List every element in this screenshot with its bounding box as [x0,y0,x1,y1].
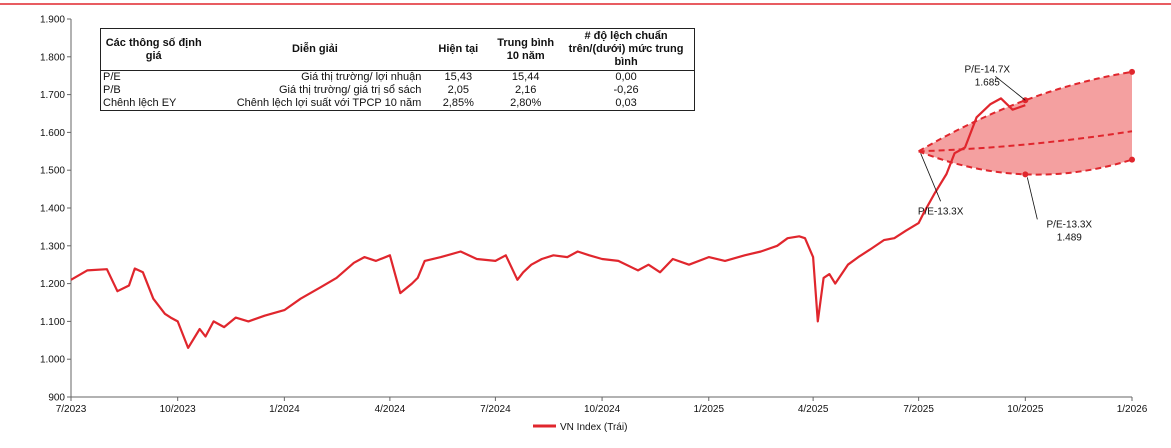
x-tick-label: 4/2025 [798,404,829,415]
lower-pe-curve [918,150,1133,176]
table-header: Hiện tại [423,28,494,71]
annotation-label: 1.685 [975,77,1000,88]
table-cell: 0,03 [615,97,637,109]
axes-group: 900 1.000 1.100 1.200 1.300 1.400 1.500 1.600 1.… [40,15,1148,416]
annotation-label: P/E-14.7X [965,64,1011,75]
table-cell: -0,26 [613,84,639,96]
y-tick-label: 1.100 [40,317,65,328]
x-tick-label: 1/2025 [693,404,724,415]
annotation-leader [995,75,1026,101]
x-tick-label: 7/2024 [480,404,511,415]
x-tick-label: 10/2023 [160,404,197,415]
table-header: Các thông số định giá [100,28,207,71]
y-tick-label: 1.200 [40,279,65,290]
table-cell: 0,00 [615,71,637,83]
table-cell: 15,44 [511,71,540,83]
table-cell: 2,16 [514,84,537,96]
legend: VN Index (Trái) [533,422,627,433]
upper-point [1129,68,1135,75]
y-tick-label: 900 [48,393,65,404]
table-cell: 2,05 [447,84,469,96]
legend-label: VN Index (Trái) [560,422,627,433]
table-cell: Chênh lệch lợi suất với TPCP 10 năm [236,97,422,109]
y-tick-label: 1.000 [40,355,65,366]
table-row: Chênh lệch EY Chênh lệch lợi suất với TP… [101,97,695,111]
x-tick-label: 7/2023 [56,404,87,415]
annotation-leader [920,153,942,202]
x-tick-label: 10/2024 [584,404,621,415]
table-cell: Giá thị trường/ lợi nhuận [301,71,422,83]
annotation-label: 1.489 [1057,232,1082,243]
x-tick-label: 10/2025 [1007,404,1044,415]
table-header: Diễn giải [206,28,424,71]
y-tick-label: 1.700 [40,90,65,101]
table-cell: 15,43 [444,71,473,83]
table-cell: P/B [103,84,121,96]
lower-point [1129,156,1135,163]
upper-pe-curve [918,70,1133,153]
annotations-group: P/E-14.7X 1.685 P/E-13.3X P/E-13.3X 1.489 [918,64,1093,243]
annotation-leader [1026,177,1038,220]
table-header-row: Các thông số định giá Diễn giải Hiện tại… [100,28,695,71]
vn-index-line [70,97,1026,349]
table-header: # độ lệch chuẩn trên/(dưới) mức trung bì… [558,28,695,71]
table-cell: 2,85% [442,97,474,109]
x-tick-label: 1/2026 [1117,404,1148,415]
forecast-band [918,71,1132,175]
table-cell: Chênh lệch EY [103,97,177,109]
y-tick-label: 1.800 [40,52,65,63]
table-header: Trung bình 10 năm [493,28,559,71]
y-tick-label: 1.500 [40,166,65,177]
y-tick-label: 1.900 [40,15,65,26]
y-tick-label: 1.400 [40,204,65,215]
annotation-label: P/E-13.3X [918,206,964,217]
x-tick-label: 4/2024 [375,404,406,415]
series-group [70,68,1135,349]
valuation-table: Các thông số định giá Diễn giải Hiện tại… [100,28,695,111]
annotation-label: P/E-13.3X [1047,219,1093,230]
table-row: P/B Giá thị trường/ giá trị sổ sách 2,05… [101,84,695,97]
forecast-band-group [918,71,1132,175]
table-cell: Giá thị trường/ giá trị sổ sách [278,84,422,96]
y-tick-label: 1.600 [40,128,65,139]
y-tick-label: 1.300 [40,241,65,252]
table-row: P/E Giá thị trường/ lợi nhuận 15,43 15,4… [101,71,695,85]
table-cell: P/E [103,71,121,83]
x-tick-label: 7/2025 [903,404,934,415]
lower-point [1022,171,1029,178]
table-cell: 2,80% [510,97,542,109]
x-tick-label: 1/2024 [269,404,300,415]
